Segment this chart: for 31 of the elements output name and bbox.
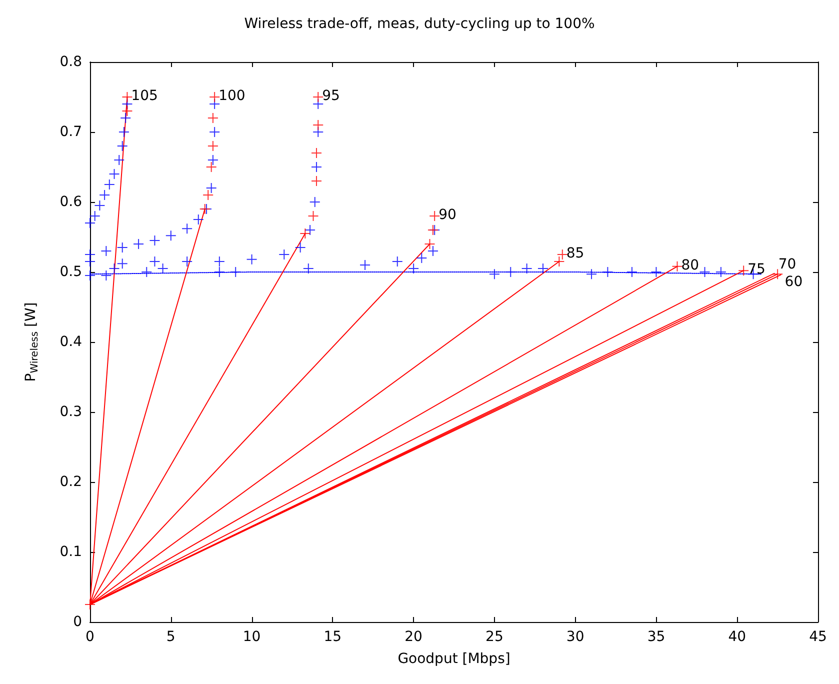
annotation: 100: [218, 88, 246, 104]
y-tick-label: 0.6: [60, 194, 82, 210]
x-tick-label: 25: [486, 629, 504, 645]
annotation: 80: [681, 257, 700, 274]
x-tick-label: 20: [404, 629, 422, 645]
x-tick-label: 30: [566, 629, 584, 645]
y-tick-label: 0.8: [60, 54, 82, 70]
x-tick-label: 45: [809, 629, 827, 645]
annotation: 95: [322, 88, 340, 104]
y-tick-label: 0: [73, 614, 82, 630]
x-tick-label: 10: [242, 629, 261, 645]
annotation: 90: [438, 207, 456, 223]
x-tick-label: 35: [647, 629, 666, 645]
y-tick-label: 0.2: [60, 474, 82, 490]
annotation: 85: [566, 246, 584, 262]
x-tick-label: 5: [166, 629, 176, 645]
x-tick-label: 40: [728, 629, 746, 645]
x-tick-label: 0: [86, 629, 94, 645]
annotation: 75: [748, 262, 766, 278]
y-tick-label: 0.5: [60, 264, 82, 280]
annotation: 105: [131, 88, 158, 104]
y-tick-label: 0.3: [60, 404, 82, 420]
x-tick-label: 15: [324, 629, 342, 645]
annotation: 60: [784, 274, 803, 290]
y-tick-label: 0.7: [60, 124, 82, 140]
chart-title: Wireless trade-off, meas, duty-cycling up to 100%: [244, 16, 595, 32]
y-tick-label: 0.4: [60, 334, 82, 350]
y-axis-title: PWireless [W]: [23, 302, 40, 382]
x-axis-title: Goodput [Mbps]: [398, 651, 510, 667]
y-tick-label: 0.1: [60, 544, 82, 560]
annotation: 70: [778, 256, 796, 272]
